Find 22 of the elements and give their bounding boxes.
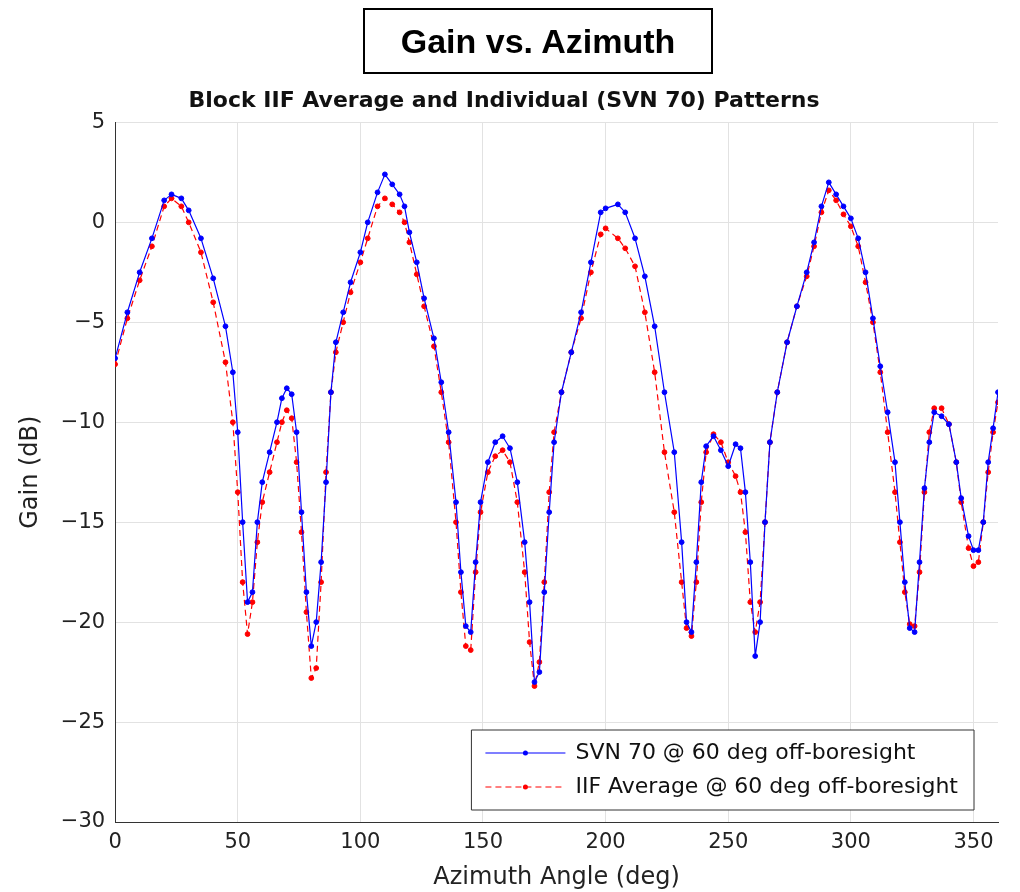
- y-tick-label: −5: [74, 308, 106, 333]
- y-axis-title: Gain (dB): [14, 415, 43, 529]
- y-tick-label: 0: [91, 208, 106, 233]
- chart-title: Gain vs. Azimuth: [363, 8, 713, 74]
- y-tick-label: −15: [60, 508, 106, 533]
- x-tick-label: 250: [708, 829, 749, 854]
- chart-subtitle: Block IIF Average and Individual (SVN 70) Patterns: [188, 86, 820, 112]
- legend-label: IIF Average @ 60 deg off-boresight: [575, 772, 959, 798]
- y-tick-label: −10: [60, 408, 106, 433]
- x-axis-title: Azimuth Angle (deg): [433, 861, 680, 890]
- y-tick-label: −20: [60, 608, 106, 633]
- x-tick-label: 150: [462, 829, 504, 854]
- x-tick-label: 0: [108, 829, 122, 854]
- y-tick-label: −25: [60, 708, 106, 733]
- x-tick-label: 200: [585, 829, 626, 854]
- legend-label: SVN 70 @ 60 deg off-boresight: [575, 738, 916, 764]
- x-tick-label: 350: [953, 829, 994, 854]
- x-tick-label: 100: [340, 829, 381, 854]
- y-tick-label: −30: [60, 808, 106, 833]
- y-tick-label: 5: [91, 108, 106, 133]
- x-tick-label: 300: [830, 829, 871, 854]
- x-tick-label: 50: [224, 829, 252, 854]
